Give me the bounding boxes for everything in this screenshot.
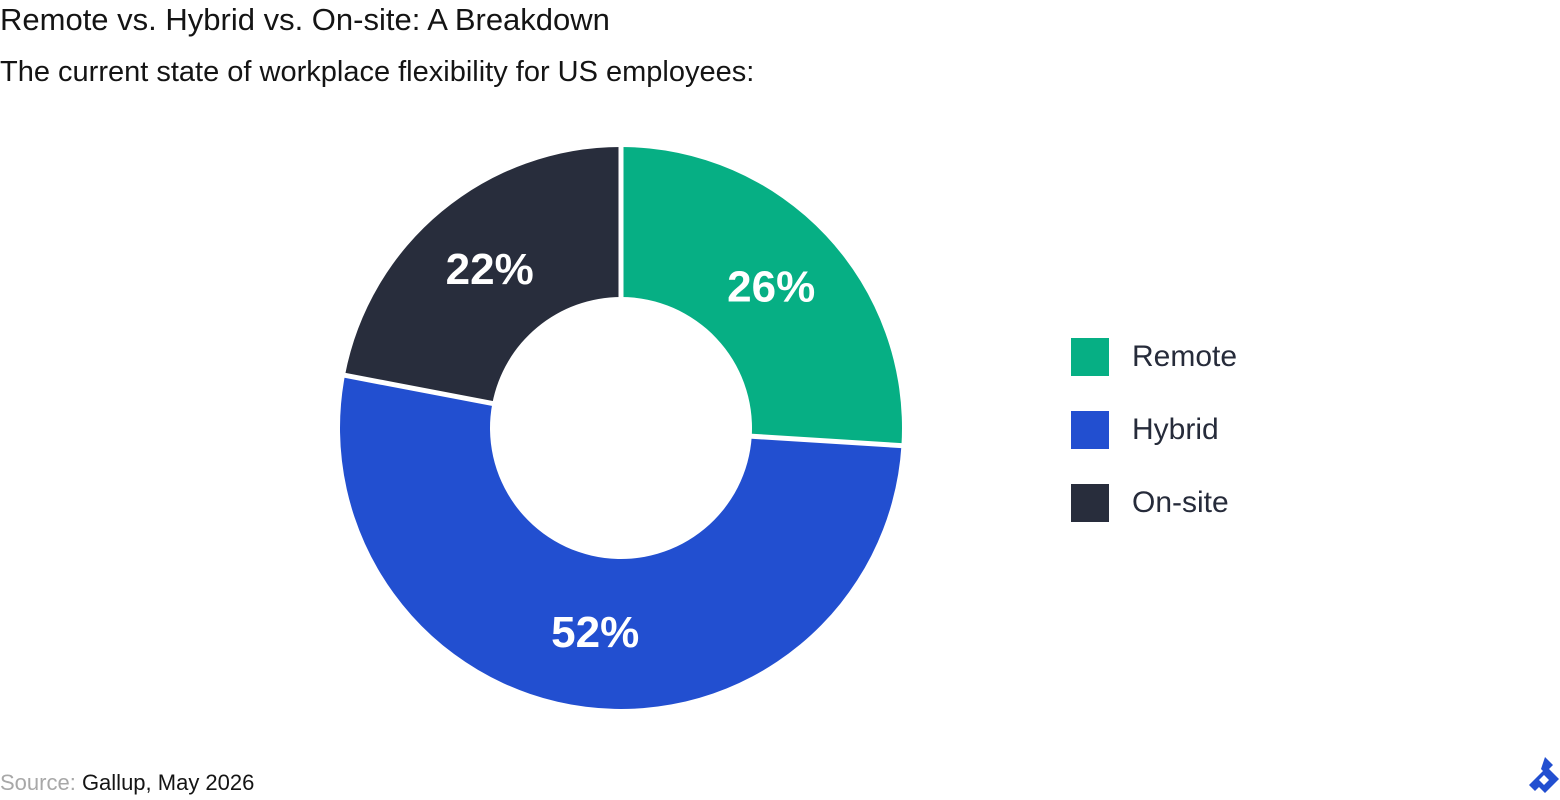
legend-item-remote: Remote [1071, 338, 1237, 376]
chart-legend: Remote Hybrid On-site [1071, 338, 1237, 522]
chart-title: Remote vs. Hybrid vs. On-site: A Breakdo… [0, 2, 610, 37]
slice-on-site [344, 147, 621, 404]
slice-separator [749, 433, 904, 449]
slice-hybrid [339, 375, 902, 710]
legend-swatch-remote [1071, 338, 1109, 376]
source-note: Source: Gallup, May 2026 [0, 770, 254, 796]
slice-remote [621, 147, 903, 446]
legend-label-hybrid: Hybrid [1132, 413, 1219, 446]
legend-label-remote: Remote [1132, 340, 1238, 373]
toptal-logo-icon [1529, 757, 1559, 793]
legend-label-onsite: On-site [1132, 486, 1229, 519]
legend-swatch-onsite [1071, 484, 1109, 522]
source-text: Gallup, May 2026 [75, 770, 255, 795]
source-prefix: Source: [0, 770, 76, 795]
legend-item-onsite: On-site [1071, 484, 1237, 522]
chart-subtitle: The current state of workplace flexibili… [0, 56, 755, 88]
value-label-remote: 26% [727, 262, 815, 311]
value-label-hybrid: 52% [551, 608, 639, 657]
slice-separator [342, 372, 495, 407]
legend-swatch-hybrid [1071, 411, 1109, 449]
legend-item-hybrid: Hybrid [1071, 411, 1237, 449]
value-label-on-site: 22% [446, 245, 534, 294]
